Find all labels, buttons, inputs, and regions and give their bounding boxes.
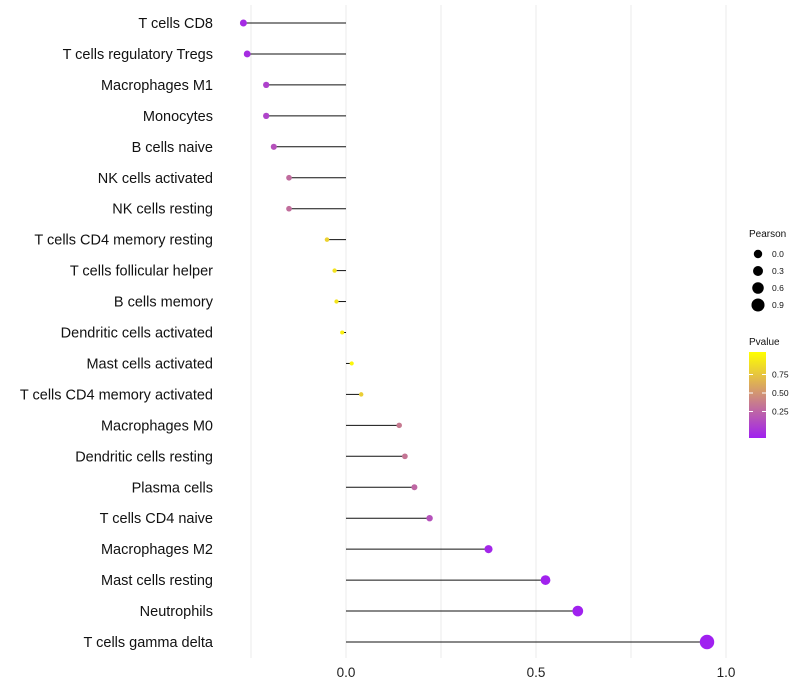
lollipop-point [699,634,715,650]
x-axis-tick-labels: 0.0 0.5 1.0 [337,665,736,680]
x-tick-label: 0.0 [337,665,356,680]
lollipop-point [263,112,270,120]
pearson-legend-label: 0.9 [772,300,784,310]
x-tick-label: 1.0 [717,665,736,680]
lollipop-point [286,174,292,181]
lollipop-point [270,143,277,150]
category-label: T cells follicular helper [70,264,213,280]
lollipop-point [572,605,584,617]
category-label: NK cells resting [112,202,213,218]
pvalue-colorbar [749,352,766,438]
category-label: Macrophages M2 [101,542,213,558]
lollipop-point [286,205,292,212]
lollipop-point [540,575,551,585]
lollipop-point [334,299,339,304]
pearson-legend-key [751,298,765,312]
pvalue-color-legend: Pvalue 0.75 0.50 0.25 [749,337,789,438]
lollipop-point [426,514,433,522]
category-label: T cells CD8 [138,16,213,32]
pvalue-legend-title: Pvalue [749,337,780,348]
grid-lines [250,5,727,658]
x-tick-label: 0.5 [527,665,546,680]
pearson-legend-key [753,266,763,276]
lollipop-point [239,19,247,27]
pearson-size-legend: Pearson 0.0 0.3 0.6 0.9 [749,229,786,312]
pearson-legend-label: 0.0 [772,249,784,259]
category-label: NK cells activated [98,171,213,187]
y-axis-labels: T cells CD8 T cells regulatory Tregs Macro… [20,16,214,651]
category-label: Mast cells resting [101,573,213,589]
category-label: Dendritic cells activated [61,326,213,342]
lollipop-point [484,545,493,554]
pearson-legend-label: 0.3 [772,266,784,276]
lollipop-point [396,422,402,429]
pearson-legend-key [752,282,764,294]
lollipop-point [324,237,330,242]
category-label: Monocytes [143,109,213,125]
category-label: Mast cells activated [86,356,213,372]
category-label: T cells CD4 memory resting [34,233,213,249]
lollipop-point [243,50,251,58]
pvalue-legend-label: 0.75 [772,370,789,380]
lollipop-point [340,330,345,335]
lollipop-point [263,81,270,89]
category-label: B cells memory [114,295,214,311]
pearson-legend-label: 0.6 [772,283,784,293]
lollipop-point [349,361,354,366]
pvalue-legend-label: 0.50 [772,388,789,398]
category-label: T cells CD4 memory activated [20,387,213,403]
lollipop-stems [243,22,707,643]
lollipop-point [411,484,418,491]
category-label: Macrophages M0 [101,418,213,434]
category-label: Neutrophils [140,604,213,620]
category-label: T cells CD4 naive [100,511,213,527]
category-label: Dendritic cells resting [75,449,213,465]
category-label: Plasma cells [132,480,213,496]
lollipop-point [402,453,408,460]
pearson-legend-title: Pearson [749,229,786,240]
category-label: Macrophages M1 [101,78,213,94]
category-label: T cells regulatory Tregs [63,47,213,63]
pvalue-legend-label: 0.25 [772,407,789,417]
category-label: T cells gamma delta [84,635,214,651]
pearson-legend-key [753,249,763,259]
lollipop-point [358,392,364,397]
category-label: B cells naive [132,140,213,156]
lollipop-point [332,268,337,273]
lollipop-points [239,19,715,650]
